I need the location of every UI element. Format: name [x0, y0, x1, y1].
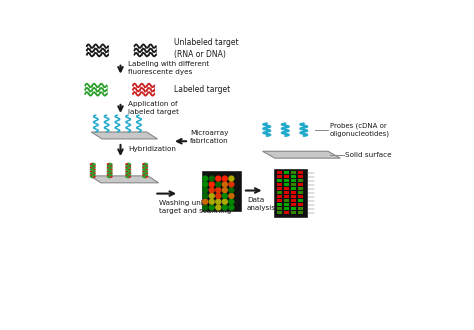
- FancyBboxPatch shape: [291, 208, 296, 211]
- FancyBboxPatch shape: [291, 212, 296, 214]
- FancyBboxPatch shape: [298, 171, 303, 174]
- Circle shape: [203, 188, 208, 193]
- FancyBboxPatch shape: [277, 171, 282, 174]
- FancyBboxPatch shape: [284, 187, 289, 190]
- FancyBboxPatch shape: [274, 169, 307, 217]
- FancyBboxPatch shape: [284, 180, 289, 182]
- Circle shape: [216, 193, 221, 198]
- FancyBboxPatch shape: [298, 212, 303, 214]
- FancyBboxPatch shape: [284, 183, 289, 186]
- Circle shape: [210, 188, 214, 193]
- Polygon shape: [91, 132, 157, 139]
- Circle shape: [203, 199, 208, 204]
- FancyBboxPatch shape: [277, 199, 282, 202]
- Text: Unlabeled target
(RNA or DNA): Unlabeled target (RNA or DNA): [174, 38, 239, 59]
- Text: Labeled target: Labeled target: [174, 85, 231, 94]
- Circle shape: [216, 205, 221, 210]
- FancyBboxPatch shape: [202, 171, 241, 211]
- FancyBboxPatch shape: [291, 191, 296, 194]
- FancyBboxPatch shape: [284, 208, 289, 211]
- FancyBboxPatch shape: [277, 212, 282, 214]
- Circle shape: [210, 193, 214, 198]
- Circle shape: [229, 199, 234, 204]
- FancyBboxPatch shape: [277, 191, 282, 194]
- FancyBboxPatch shape: [284, 204, 289, 206]
- Text: Solid surface: Solid surface: [346, 152, 392, 158]
- Polygon shape: [263, 151, 340, 158]
- Text: Data
analysis: Data analysis: [247, 197, 276, 211]
- Circle shape: [210, 182, 214, 187]
- Circle shape: [229, 188, 234, 193]
- Circle shape: [216, 176, 221, 181]
- Circle shape: [210, 205, 214, 210]
- FancyBboxPatch shape: [298, 204, 303, 206]
- Circle shape: [203, 176, 208, 181]
- FancyBboxPatch shape: [291, 180, 296, 182]
- FancyBboxPatch shape: [277, 176, 282, 178]
- FancyBboxPatch shape: [298, 195, 303, 198]
- FancyBboxPatch shape: [277, 208, 282, 211]
- FancyBboxPatch shape: [277, 187, 282, 190]
- Circle shape: [229, 176, 234, 181]
- FancyBboxPatch shape: [284, 191, 289, 194]
- FancyBboxPatch shape: [298, 208, 303, 211]
- FancyBboxPatch shape: [298, 187, 303, 190]
- Text: Probes (cDNA or
oligonucleotides): Probes (cDNA or oligonucleotides): [330, 122, 390, 137]
- Circle shape: [210, 176, 214, 181]
- Circle shape: [216, 182, 221, 187]
- Text: Hybridization: Hybridization: [128, 146, 176, 152]
- FancyBboxPatch shape: [298, 180, 303, 182]
- Text: Labeling with different
fluorescente dyes: Labeling with different fluorescente dye…: [128, 61, 210, 75]
- FancyBboxPatch shape: [291, 176, 296, 178]
- Circle shape: [222, 199, 228, 204]
- FancyBboxPatch shape: [284, 195, 289, 198]
- Circle shape: [229, 205, 234, 210]
- Circle shape: [222, 176, 228, 181]
- Circle shape: [222, 188, 228, 193]
- FancyBboxPatch shape: [291, 195, 296, 198]
- Circle shape: [203, 193, 208, 198]
- FancyBboxPatch shape: [277, 204, 282, 206]
- Circle shape: [229, 193, 234, 198]
- FancyBboxPatch shape: [284, 212, 289, 214]
- Circle shape: [216, 188, 221, 193]
- FancyBboxPatch shape: [298, 176, 303, 178]
- Circle shape: [229, 182, 234, 187]
- FancyBboxPatch shape: [298, 191, 303, 194]
- Circle shape: [222, 205, 228, 210]
- Polygon shape: [90, 176, 159, 183]
- FancyBboxPatch shape: [277, 183, 282, 186]
- FancyBboxPatch shape: [284, 171, 289, 174]
- FancyBboxPatch shape: [298, 183, 303, 186]
- FancyBboxPatch shape: [291, 199, 296, 202]
- FancyBboxPatch shape: [284, 176, 289, 178]
- Text: Microarray
fabrication: Microarray fabrication: [190, 130, 228, 144]
- Text: Washing unhybridized
target and scanning: Washing unhybridized target and scanning: [159, 200, 238, 214]
- FancyBboxPatch shape: [291, 204, 296, 206]
- Circle shape: [210, 199, 214, 204]
- Circle shape: [222, 193, 228, 198]
- Text: Application of
labeled target: Application of labeled target: [128, 101, 179, 115]
- FancyBboxPatch shape: [291, 187, 296, 190]
- Circle shape: [216, 199, 221, 204]
- Circle shape: [203, 182, 208, 187]
- FancyBboxPatch shape: [284, 199, 289, 202]
- FancyBboxPatch shape: [277, 195, 282, 198]
- Circle shape: [203, 205, 208, 210]
- FancyBboxPatch shape: [291, 183, 296, 186]
- FancyBboxPatch shape: [277, 180, 282, 182]
- Circle shape: [222, 182, 228, 187]
- FancyBboxPatch shape: [298, 199, 303, 202]
- FancyBboxPatch shape: [291, 171, 296, 174]
